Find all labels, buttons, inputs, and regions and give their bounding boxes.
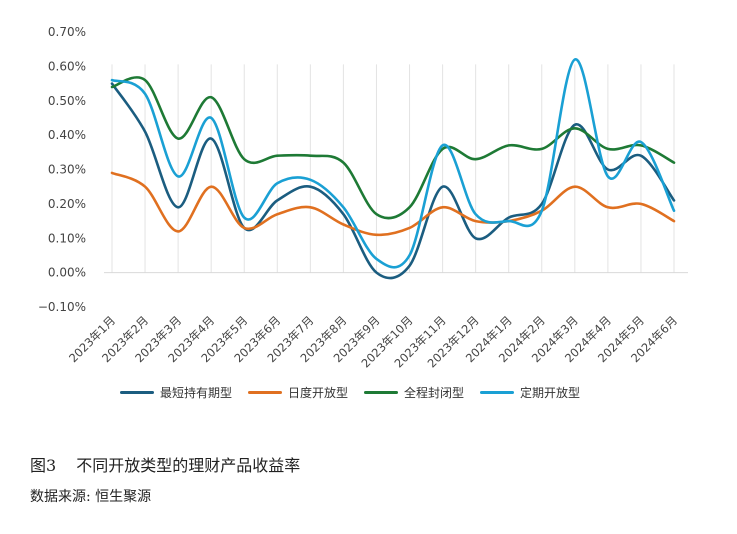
legend: 最短持有期型 日度开放型 全程封闭型 定期开放型	[120, 384, 580, 401]
legend-label-1: 日度开放型	[288, 386, 349, 400]
y-tick-label: 0.00%	[48, 266, 86, 280]
y-tick-label: 0.70%	[48, 25, 86, 39]
legend-swatch-0	[120, 391, 154, 394]
legend-item-1: 日度开放型	[248, 384, 348, 401]
data-source: 数据来源: 恒生聚源	[30, 489, 152, 505]
y-tick-label: 0.60%	[48, 59, 86, 73]
legend-swatch-3	[480, 391, 515, 394]
legend-label-2: 全程封闭型	[404, 386, 465, 400]
series-line-3	[110, 58, 676, 269]
legend-item-2: 全程封闭型	[364, 384, 464, 401]
legend-swatch-1	[248, 391, 283, 394]
legend-item-3: 定期开放型	[480, 384, 580, 401]
series-line-0	[110, 82, 676, 280]
legend-item-0: 最短持有期型	[120, 384, 232, 401]
series-lines	[110, 58, 676, 280]
y-tick-label: 0.40%	[48, 128, 86, 142]
series-line-1	[110, 171, 676, 237]
figure-caption: 图3 不同开放类型的理财产品收益率	[30, 452, 300, 476]
y-tick-label: 0.10%	[48, 231, 86, 245]
y-tick-label: 0.50%	[48, 94, 86, 108]
figure-number: 图3	[30, 456, 57, 475]
y-tick-label: −0.10%	[38, 300, 86, 314]
figure-title: 不同开放类型的理财产品收益率	[76, 456, 301, 475]
series-line-2	[110, 76, 676, 220]
legend-swatch-2	[364, 391, 399, 394]
y-tick-label: 0.20%	[48, 197, 86, 211]
legend-label-3: 定期开放型	[520, 386, 581, 400]
legend-label-0: 最短持有期型	[160, 386, 233, 400]
y-tick-label: 0.30%	[48, 163, 86, 177]
